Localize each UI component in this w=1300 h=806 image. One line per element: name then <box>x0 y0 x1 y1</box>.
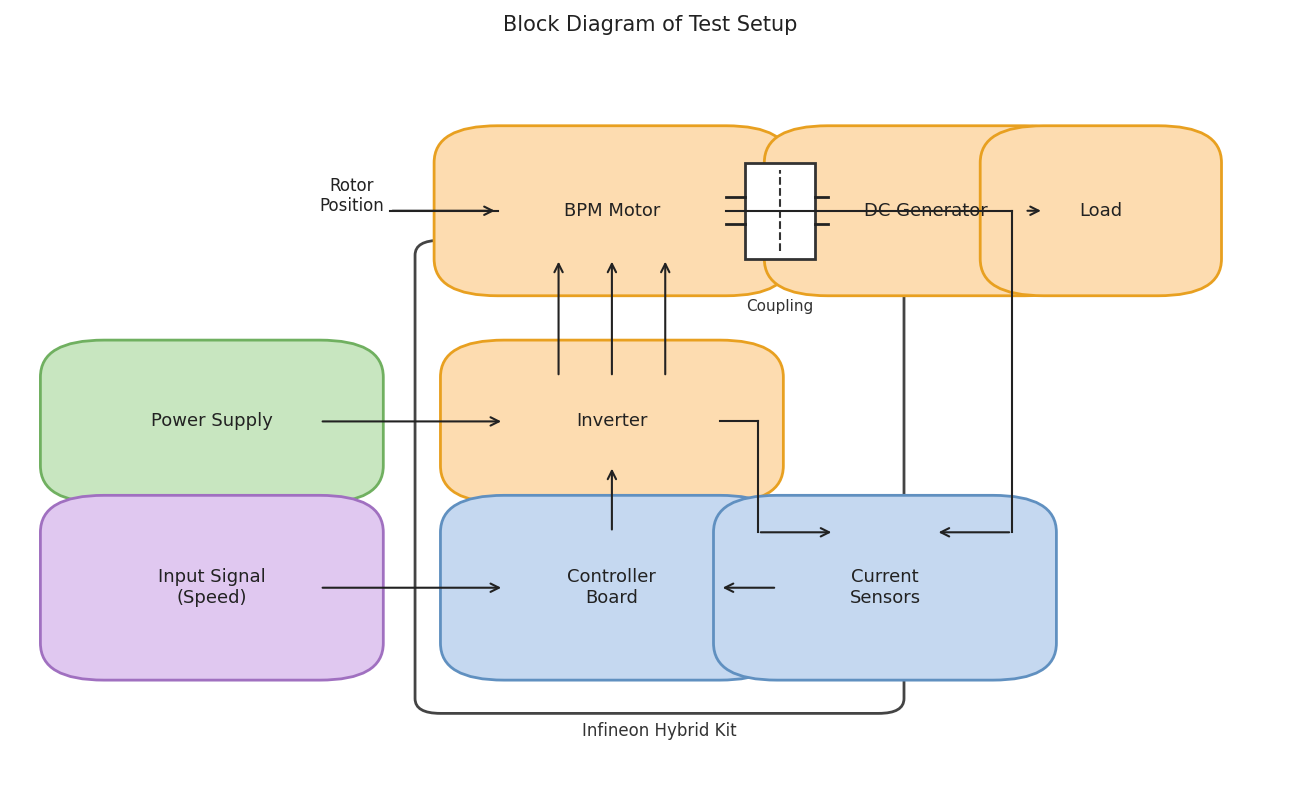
FancyBboxPatch shape <box>434 126 789 296</box>
FancyBboxPatch shape <box>441 496 784 680</box>
FancyBboxPatch shape <box>980 126 1222 296</box>
Text: Rotor
Position: Rotor Position <box>320 177 384 215</box>
Text: Infineon Hybrid Kit: Infineon Hybrid Kit <box>582 722 737 740</box>
FancyBboxPatch shape <box>745 163 815 259</box>
FancyBboxPatch shape <box>40 496 384 680</box>
Text: Input Signal
(Speed): Input Signal (Speed) <box>159 568 265 607</box>
FancyBboxPatch shape <box>764 126 1088 296</box>
Text: BPM Motor: BPM Motor <box>564 202 660 220</box>
Text: Inverter: Inverter <box>576 413 647 430</box>
Title: Block Diagram of Test Setup: Block Diagram of Test Setup <box>503 15 797 35</box>
FancyBboxPatch shape <box>714 496 1057 680</box>
Text: Load: Load <box>1079 202 1122 220</box>
FancyBboxPatch shape <box>40 340 384 503</box>
Text: Current
Sensors: Current Sensors <box>849 568 920 607</box>
Text: Controller
Board: Controller Board <box>568 568 656 607</box>
FancyBboxPatch shape <box>441 340 784 503</box>
Text: DC Generator: DC Generator <box>864 202 988 220</box>
Text: Coupling: Coupling <box>746 300 814 314</box>
Text: Power Supply: Power Supply <box>151 413 273 430</box>
